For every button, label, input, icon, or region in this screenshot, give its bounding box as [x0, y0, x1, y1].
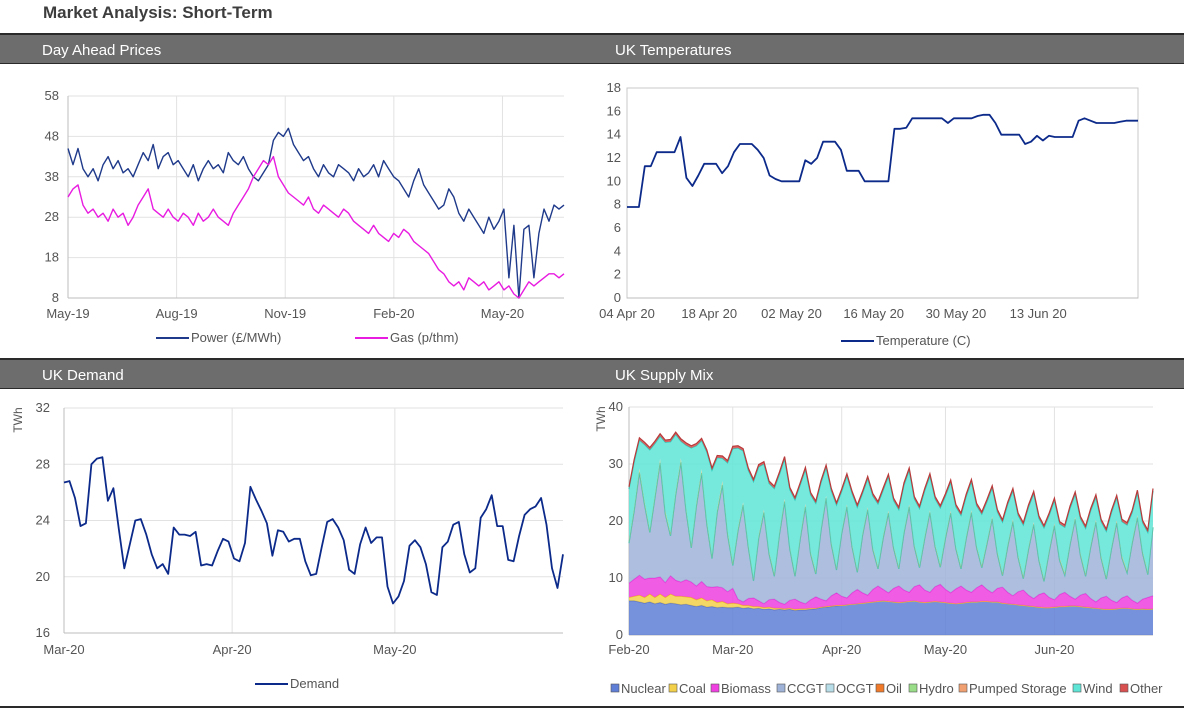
supply_mix-xtick-label: Feb-20 — [608, 642, 649, 657]
legend-pumped_storage-label: Pumped Storage — [969, 681, 1067, 696]
header-day-ahead-title: Day Ahead Prices — [42, 42, 162, 59]
chart-supply-mix: 40 30 20 10 0 Feb-20 Mar-20 Apr-20 May-20 Jun-20 T… — [583, 392, 1184, 704]
header-supply-mix: UK Supply Mix — [583, 358, 1184, 389]
temperatures-series-temperature — [627, 113, 1138, 208]
temperatures-xtick-label: 02 May 20 — [761, 306, 822, 321]
day_ahead-xtick-label: May-20 — [481, 306, 524, 321]
supply_mix-ylabel: TWh — [594, 406, 608, 431]
legend-gas-label: Gas (p/thm) — [390, 330, 459, 345]
supply_mix-ytick-label: 10 — [609, 570, 623, 585]
demand-xtick-label: Apr-20 — [213, 642, 252, 657]
legend-nuclear-swatch — [610, 683, 620, 693]
legend-ocgt-swatch — [825, 683, 835, 693]
day_ahead-xtick-label: Feb-20 — [373, 306, 414, 321]
legend-biomass-swatch — [710, 683, 720, 693]
demand-svg: 32 28 24 20 16 Mar-20 Apr-20 May-20 TWh Demand — [11, 400, 564, 691]
chart-temperatures: 18 16 14 12 10 8 6 4 2 0 04 Apr 20 18 Apr 20 02 May … — [583, 70, 1184, 355]
legend-wind-swatch — [1072, 683, 1082, 693]
legend-ccgt-label: CCGT — [787, 681, 824, 696]
demand-ytick-label: 24 — [36, 513, 50, 528]
header-demand: UK Demand — [0, 358, 596, 389]
day_ahead-ytick-label: 18 — [45, 250, 59, 265]
supply_mix-ytick-label: 0 — [616, 627, 623, 642]
legend-hydro-label: Hydro — [919, 681, 954, 696]
page-title: Market Analysis: Short-Term — [43, 3, 273, 22]
temperatures-xtick-label: 04 Apr 20 — [599, 306, 655, 321]
supply-mix-area-wind — [629, 434, 1153, 580]
legend-wind-label: Wind — [1083, 681, 1113, 696]
day_ahead-ytick-label: 58 — [45, 88, 59, 103]
temperatures-svg: 18 16 14 12 10 8 6 4 2 004 Apr 20 18 Apr 20 02 May … — [599, 80, 1139, 348]
legend-coal-swatch — [668, 683, 678, 693]
temperatures-ytick-label: 6 — [614, 220, 621, 235]
day_ahead-xtick-label: Aug-19 — [156, 306, 198, 321]
supply_mix-ytick-label: 20 — [609, 513, 623, 528]
bottom-divider — [0, 706, 1184, 708]
header-day-ahead: Day Ahead Prices — [0, 33, 596, 64]
demand-xtick-label: May-20 — [373, 642, 416, 657]
temperatures-ytick-label: 18 — [607, 80, 621, 95]
supply_mix-xtick-label: Jun-20 — [1035, 642, 1075, 657]
header-temperatures: UK Temperatures — [583, 33, 1184, 64]
temperatures-plot-border — [626, 87, 1139, 299]
temperatures-ytick-label: 10 — [607, 173, 621, 188]
day_ahead-ytick-label: 38 — [45, 169, 59, 184]
demand-ytick-label: 20 — [36, 569, 50, 584]
day_ahead-xtick-label: Nov-19 — [264, 306, 306, 321]
day_ahead-xtick-label: May-19 — [46, 306, 89, 321]
legend-pumped_storage-swatch — [958, 683, 968, 693]
temperatures-xtick-label: 16 May 20 — [843, 306, 904, 321]
day_ahead-series-power — [67, 127, 565, 299]
day_ahead-series-gas — [67, 155, 565, 299]
legend-other-label: Other — [1130, 681, 1163, 696]
legend-ocgt-label: OCGT — [836, 681, 874, 696]
legend-nuclear-label: Nuclear — [621, 681, 666, 696]
supply_mix-xtick-label: Mar-20 — [712, 642, 753, 657]
temperatures-xtick-label: 13 Jun 20 — [1010, 306, 1067, 321]
temperatures-xtick-label: 18 Apr 20 — [681, 306, 737, 321]
temperatures-ytick-label: 16 — [607, 103, 621, 118]
legend-biomass-label: Biomass — [721, 681, 771, 696]
legend-other-swatch — [1119, 683, 1129, 693]
supply_mix-xtick-label: May-20 — [924, 642, 967, 657]
temperatures-ytick-label: 8 — [614, 197, 621, 212]
supply-mix-edge-other — [628, 431, 1154, 533]
chart-demand: 32 28 24 20 16 Mar-20 Apr-20 May-20 TWh Demand — [0, 392, 590, 704]
supply_mix-ytick-label: 40 — [609, 399, 623, 414]
demand-series-demand — [63, 456, 564, 605]
legend-oil-label: Oil — [886, 681, 902, 696]
temperatures-ytick-label: 0 — [614, 290, 621, 305]
supply-mix-edge-coal — [628, 593, 1154, 610]
header-demand-title: UK Demand — [42, 367, 124, 384]
supply-mix-area-biomass — [629, 575, 1153, 610]
day_ahead-ytick-label: 8 — [52, 290, 59, 305]
supply-mix-area-nuclear — [629, 600, 1153, 635]
temperatures-ytick-label: 12 — [607, 150, 621, 165]
legend-hydro-swatch — [908, 683, 918, 693]
demand-ytick-label: 28 — [36, 456, 50, 471]
header-temperatures-title: UK Temperatures — [615, 42, 732, 59]
demand-ytick-label: 32 — [36, 400, 50, 415]
chart-day-ahead: 58 48 38 28 18 8 May-19 Aug-19 Nov-19 Feb-20 May-2… — [0, 70, 590, 355]
header-supply-mix-title: UK Supply Mix — [615, 367, 714, 384]
demand-xtick-label: Mar-20 — [43, 642, 84, 657]
temperatures-ytick-label: 14 — [607, 127, 621, 142]
supply_mix-xtick-label: Apr-20 — [822, 642, 861, 657]
legend-temperature-label: Temperature (C) — [876, 333, 971, 348]
demand-ytick-label: 16 — [36, 625, 50, 640]
legend-ccgt-swatch — [776, 683, 786, 693]
temperatures-ytick-label: 2 — [614, 267, 621, 282]
legend-power-label: Power (£/MWh) — [191, 330, 281, 345]
temperatures-ytick-label: 4 — [614, 243, 621, 258]
supply_mix-ytick-label: 30 — [609, 456, 623, 471]
day_ahead-ytick-label: 28 — [45, 209, 59, 224]
legend-coal-label: Coal — [679, 681, 706, 696]
legend-oil-swatch — [875, 683, 885, 693]
demand-ylabel: TWh — [11, 407, 25, 432]
temperatures-xtick-label: 30 May 20 — [926, 306, 987, 321]
legend-demand-label: Demand — [290, 676, 339, 691]
day_ahead-ytick-label: 48 — [45, 128, 59, 143]
